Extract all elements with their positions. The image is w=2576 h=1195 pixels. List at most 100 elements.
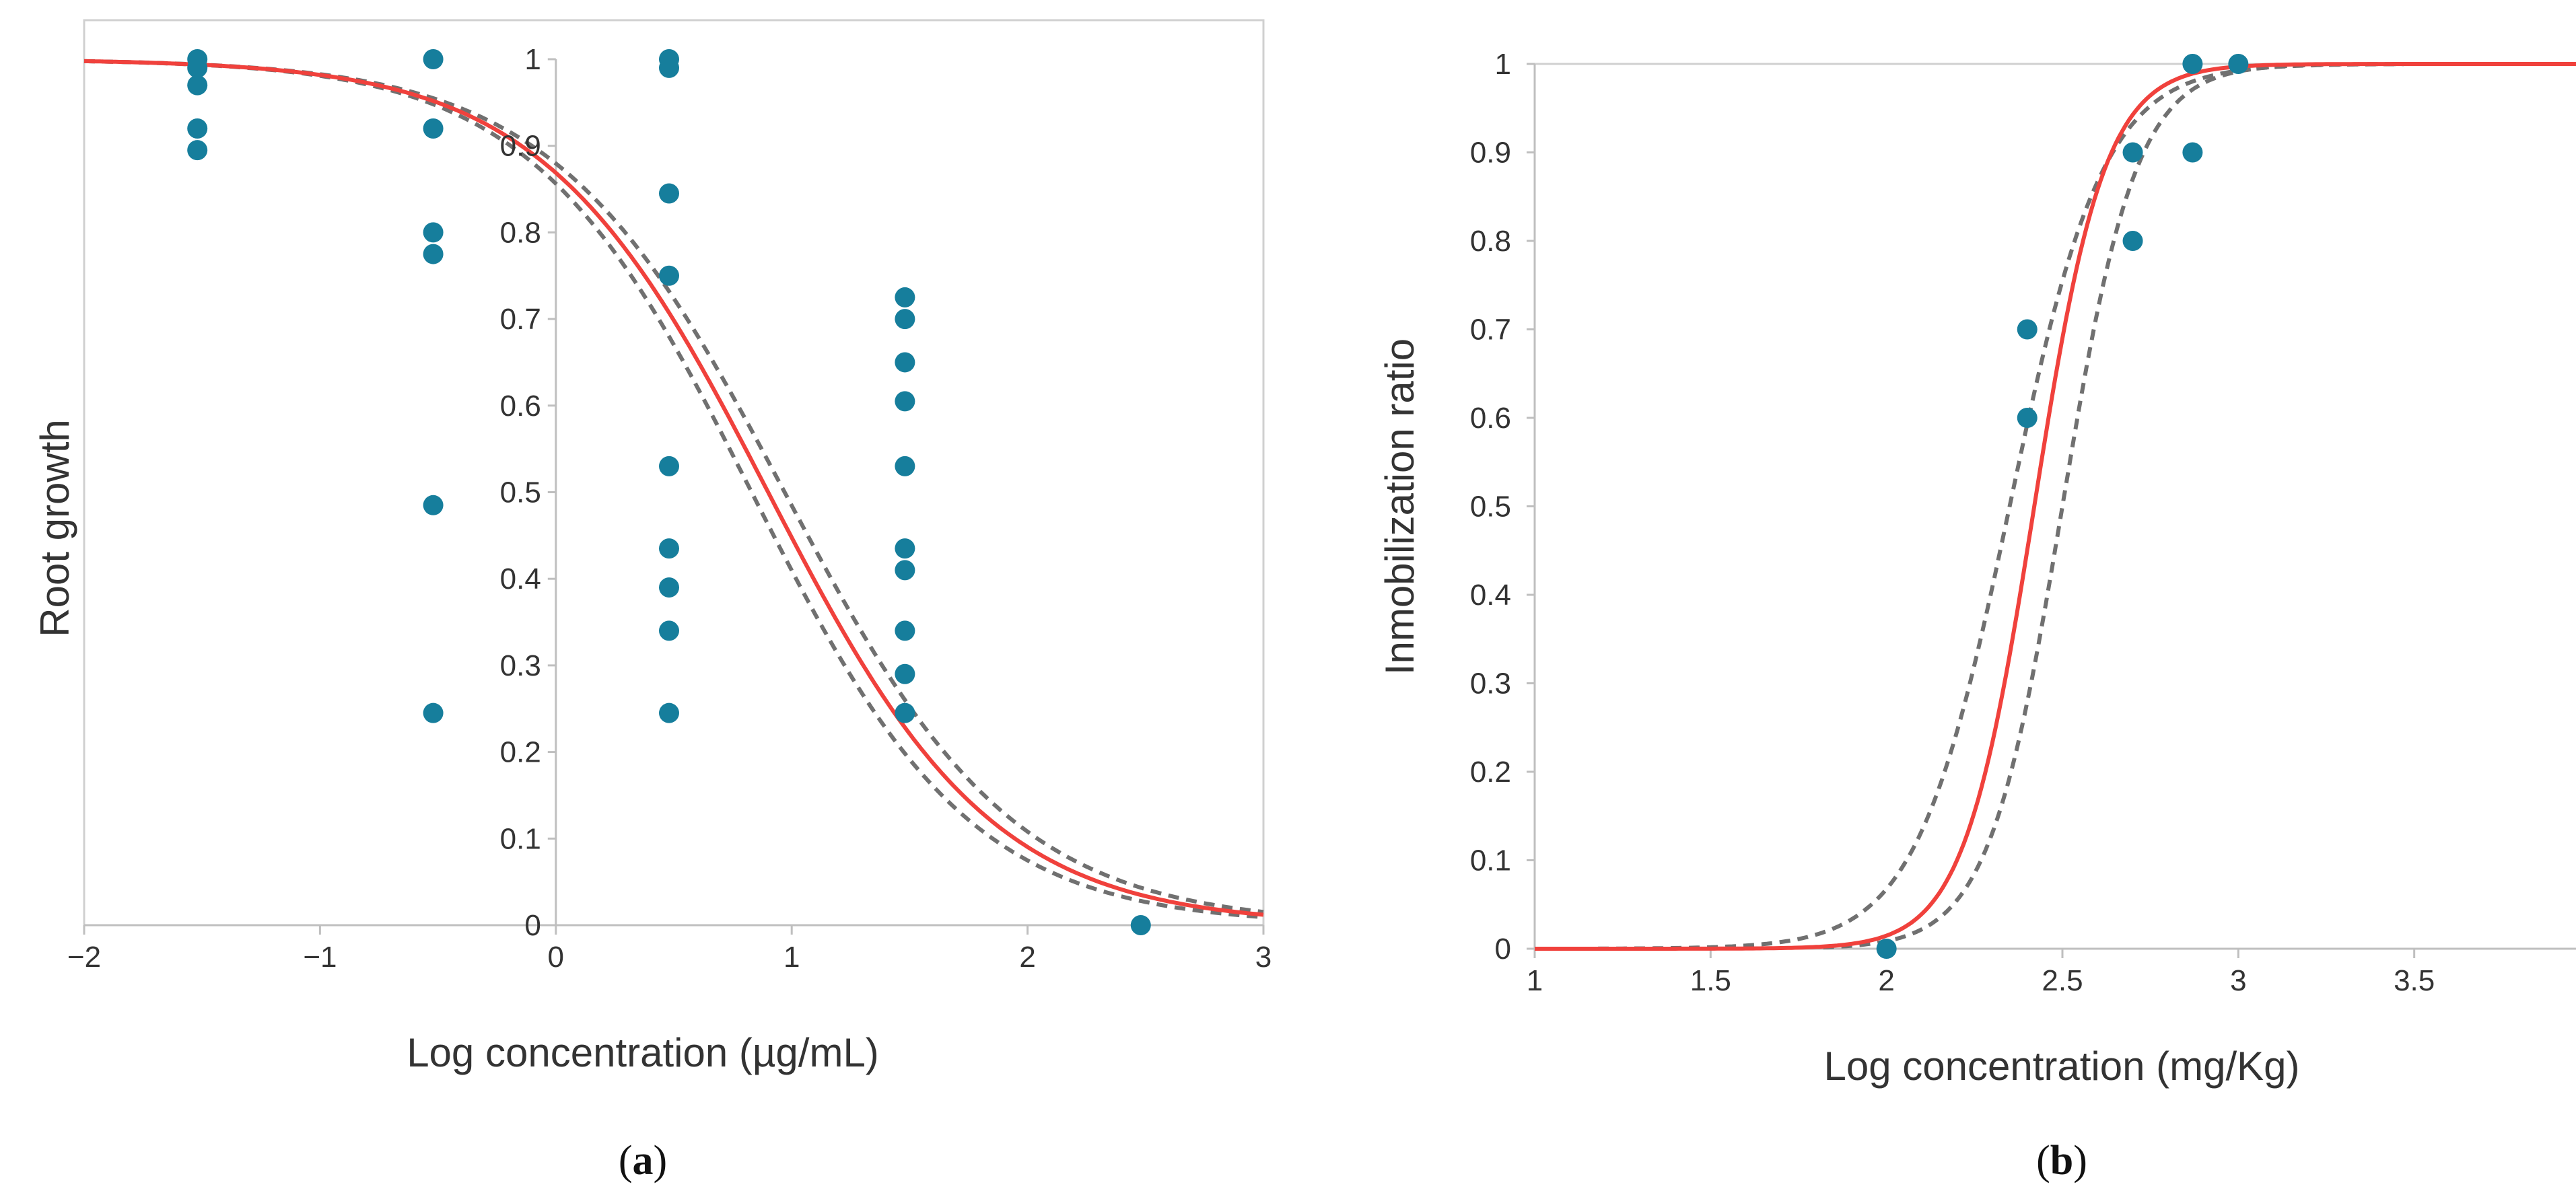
- data-points-a: [187, 49, 1151, 935]
- data-point: [895, 287, 915, 307]
- y-tick-labels-a: 0 0.1 0.2 0.3 0.4 0.5 0.6 0.7 0.8 0.9 1: [500, 43, 541, 942]
- panel-label-b-letter: b: [2050, 1138, 2073, 1184]
- fitted-curve-b: [1535, 62, 2576, 951]
- data-point: [895, 663, 915, 684]
- x-tick-label: 1.5: [1690, 964, 1731, 997]
- ci-lower-curve-b: [1823, 62, 2404, 949]
- data-point: [423, 118, 444, 139]
- y-axis-b: [1527, 63, 1536, 950]
- x-tick-label: −2: [67, 941, 101, 974]
- y-tick-label: 0.9: [500, 130, 541, 163]
- x-axis-title-b: Log concentration (mg/Kg): [1823, 1044, 2299, 1089]
- y-axis-title-a: Root growth: [32, 419, 77, 637]
- x-tick-label: 0: [548, 941, 564, 974]
- chart-panel-a: 0 0.1 0.2 0.3 0.4 0.5 0.6 0.7 0.8 0.9 1 −2 −1 0 1 2 3 L…: [32, 19, 1272, 1184]
- data-point: [895, 391, 915, 412]
- x-tick-label: 1: [784, 941, 800, 974]
- data-point: [658, 183, 679, 204]
- x-tick-label: 3: [2230, 964, 2246, 997]
- data-point: [658, 538, 679, 559]
- x-tick-label: 1: [1527, 964, 1543, 997]
- y-tick-label: 1: [524, 43, 541, 76]
- data-point: [658, 265, 679, 286]
- y-tick-label: 0.8: [1470, 225, 1511, 258]
- data-point: [895, 309, 915, 330]
- y-tick-label: 0.7: [500, 303, 541, 336]
- chart-panel-b: 0 0.1 0.2 0.3 0.4 0.5 0.6 0.7 0.8 0.9 1 1 1.5 2 2.5 3 3…: [1377, 48, 2576, 1184]
- y-axis-a: [547, 58, 557, 927]
- plot-frame-b: [1533, 63, 2576, 950]
- data-points-b: [1876, 54, 2249, 959]
- data-point: [895, 620, 915, 641]
- x-tick-label: 2: [1878, 964, 1894, 997]
- data-point: [895, 702, 915, 723]
- data-point: [658, 702, 679, 723]
- data-point: [895, 538, 915, 559]
- y-tick-label: 0.4: [1470, 579, 1511, 612]
- x-tick-label: 2: [1019, 941, 1035, 974]
- y-tick-label: 1: [1495, 48, 1511, 81]
- data-point: [423, 49, 444, 69]
- data-point: [658, 577, 679, 598]
- panel-label-a-letter: a: [633, 1138, 654, 1184]
- y-tick-label: 0.7: [1470, 314, 1511, 347]
- y-tick-label: 0.2: [500, 736, 541, 769]
- data-point: [2017, 319, 2038, 340]
- panel-label-b: (b): [2036, 1138, 2087, 1184]
- data-point: [187, 57, 208, 78]
- fitted-curve-a: [83, 59, 1264, 917]
- data-point: [895, 456, 915, 476]
- y-tick-label: 0.3: [500, 649, 541, 682]
- y-tick-label: 0.4: [500, 563, 541, 595]
- curves-a: [83, 59, 1264, 919]
- data-point: [1876, 939, 1897, 959]
- panel-label-a: (a): [619, 1138, 667, 1184]
- data-point: [2122, 142, 2143, 163]
- data-point: [423, 244, 444, 264]
- data-point: [658, 620, 679, 641]
- y-tick-label: 0.6: [1470, 402, 1511, 435]
- data-point: [423, 702, 444, 723]
- ci-upper-curve-b: [1598, 62, 2404, 951]
- x-tick-label: 3: [1255, 941, 1272, 974]
- data-point: [2017, 408, 2038, 428]
- data-point: [658, 456, 679, 476]
- data-point: [895, 560, 915, 581]
- x-axis-title-a: Log concentration (µg/mL): [407, 1030, 879, 1075]
- y-tick-label: 0: [1495, 933, 1511, 966]
- y-tick-label: 0.5: [1470, 491, 1511, 523]
- y-tick-label: 0.1: [1470, 844, 1511, 877]
- data-point: [658, 57, 679, 78]
- x-tick-labels-b: 11.522.533.54: [1527, 964, 2435, 997]
- data-point: [1130, 915, 1151, 935]
- data-point: [2228, 54, 2249, 74]
- panel-label-a-open: (: [619, 1138, 633, 1184]
- ci-upper-curve-a: [83, 59, 1264, 914]
- y-tick-label: 0.8: [500, 216, 541, 249]
- y-axis-title-b: Inmobilization ratio: [1377, 338, 1422, 675]
- panel-label-b-close: ): [2073, 1138, 2087, 1184]
- data-point: [187, 140, 208, 161]
- curves-b: [1535, 62, 2576, 951]
- y-tick-label: 0.5: [500, 476, 541, 509]
- panel-label-b-open: (: [2036, 1138, 2050, 1184]
- data-point: [2182, 142, 2203, 163]
- y-tick-label: 0.9: [1470, 137, 1511, 170]
- y-tick-label: 0.1: [500, 822, 541, 855]
- x-axis-a: [83, 924, 1265, 935]
- x-tick-label: −1: [303, 941, 337, 974]
- x-tick-labels-a: −2 −1 0 1 2 3: [67, 941, 1272, 974]
- data-point: [2122, 231, 2143, 251]
- data-point: [2182, 54, 2203, 74]
- ci-lower-curve-a: [83, 59, 1264, 919]
- y-tick-label: 0: [524, 909, 541, 942]
- y-tick-labels-b: 0 0.1 0.2 0.3 0.4 0.5 0.6 0.7 0.8 0.9 1: [1470, 48, 1511, 966]
- data-point: [187, 75, 208, 96]
- panel-label-a-close: ): [654, 1138, 668, 1184]
- data-point: [895, 352, 915, 373]
- data-point: [423, 495, 444, 515]
- y-tick-label: 0.6: [500, 390, 541, 423]
- y-tick-label: 0.3: [1470, 667, 1511, 700]
- x-tick-label: 2.5: [2042, 964, 2083, 997]
